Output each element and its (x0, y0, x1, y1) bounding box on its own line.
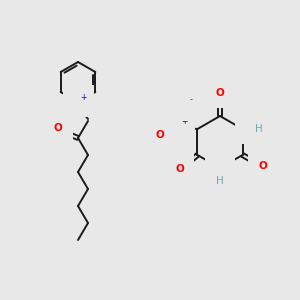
Text: O: O (258, 161, 267, 171)
Text: N: N (74, 97, 82, 107)
Text: O: O (155, 130, 164, 140)
Text: +: + (80, 92, 86, 101)
Text: O: O (175, 164, 184, 174)
Text: O: O (54, 123, 62, 133)
Text: N: N (245, 124, 254, 134)
Text: O: O (216, 88, 224, 98)
Text: +: + (181, 116, 188, 125)
Text: N: N (175, 122, 184, 132)
Text: -: - (190, 95, 193, 104)
Text: H: H (255, 124, 262, 134)
Text: O: O (181, 101, 190, 111)
Text: N: N (216, 167, 224, 177)
Text: H: H (216, 176, 224, 186)
